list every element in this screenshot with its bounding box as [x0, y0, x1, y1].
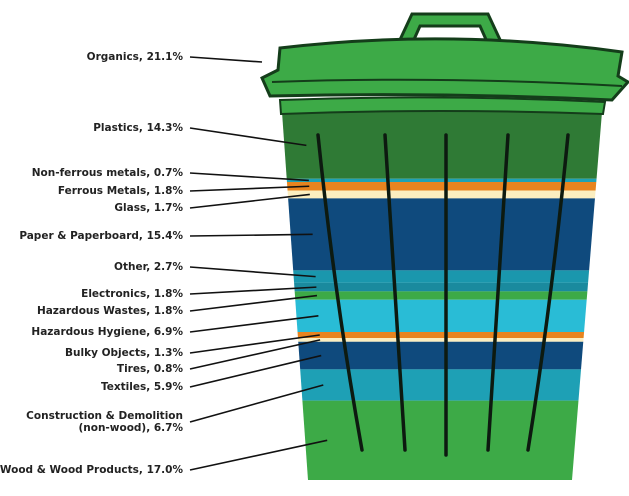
rib	[316, 133, 364, 452]
leader	[189, 294, 318, 312]
label: Bulky Objects, 1.3%	[65, 347, 183, 359]
band	[287, 190, 596, 199]
leader	[189, 193, 310, 209]
label-line: Other, 2.7%	[114, 261, 183, 273]
leader	[189, 354, 322, 388]
lid-rim	[271, 78, 623, 87]
rib	[486, 133, 510, 452]
leader	[189, 384, 324, 423]
label: Electronics, 1.8%	[81, 288, 183, 300]
label-line: (non-wood), 6.7%	[78, 422, 183, 434]
label-line: Organics, 21.1%	[87, 51, 184, 63]
band	[300, 369, 582, 401]
band	[297, 338, 584, 342]
label-line: Bulky Objects, 1.3%	[65, 347, 183, 359]
band	[295, 299, 587, 332]
label: Paper & Paperboard, 15.4%	[19, 230, 183, 242]
label-line: Non-ferrous metals, 0.7%	[32, 167, 184, 179]
label: Construction & Demolition (non-wood), 6.7…	[26, 410, 183, 434]
band	[298, 341, 584, 370]
leader	[189, 56, 263, 63]
leader	[189, 266, 316, 278]
label-line: Tires, 0.8%	[117, 363, 184, 375]
leader	[189, 233, 313, 237]
label: Tires, 0.8%	[117, 363, 184, 375]
label: Other, 2.7%	[114, 261, 183, 273]
band	[294, 291, 588, 300]
band	[288, 198, 595, 271]
label: Wood & Wood Products, 17.0%	[0, 464, 183, 476]
label-line: Ferrous Metals, 1.8%	[58, 185, 184, 197]
rib	[383, 133, 407, 452]
label-line: Textiles, 5.9%	[101, 381, 183, 393]
ribs	[316, 133, 570, 457]
band	[294, 282, 589, 292]
label-line: Paper & Paperboard, 15.4%	[19, 230, 183, 242]
can-rim	[278, 96, 607, 116]
label-line: Construction & Demolition	[26, 410, 183, 422]
label-line: Hazardous Hygiene, 6.9%	[31, 326, 183, 338]
band	[293, 270, 590, 283]
label: Textiles, 5.9%	[101, 381, 183, 393]
band	[302, 400, 579, 480]
leader	[189, 185, 310, 192]
leader	[189, 315, 319, 333]
lid	[260, 37, 629, 102]
label: Plastics, 14.3%	[93, 122, 183, 134]
label: Hazardous Hygiene, 6.9%	[31, 326, 183, 338]
rib	[526, 133, 570, 452]
leader	[189, 339, 321, 370]
band	[282, 112, 602, 179]
band	[297, 331, 585, 339]
can-body	[282, 112, 602, 480]
band	[286, 182, 597, 191]
leader	[189, 439, 328, 471]
label-line: Hazardous Wastes, 1.8%	[37, 305, 184, 317]
label: Hazardous Wastes, 1.8%	[37, 305, 184, 317]
labels: Organics, 21.1% Plastics, 14.3% Non-ferrou…	[0, 51, 328, 476]
label-line: Electronics, 1.8%	[81, 288, 183, 300]
lid	[260, 12, 629, 116]
label-line: Wood & Wood Products, 17.0%	[0, 464, 183, 476]
label: Non-ferrous metals, 0.7%	[32, 167, 184, 179]
label: Ferrous Metals, 1.8%	[58, 185, 184, 197]
label-line: Plastics, 14.3%	[93, 122, 183, 134]
band	[286, 178, 597, 183]
label: Organics, 21.1%	[87, 51, 184, 63]
leader	[189, 172, 309, 182]
label: Glass, 1.7%	[114, 202, 183, 214]
label-line: Glass, 1.7%	[114, 202, 183, 214]
leader	[189, 127, 307, 147]
leader	[189, 286, 317, 295]
leader	[189, 334, 320, 354]
